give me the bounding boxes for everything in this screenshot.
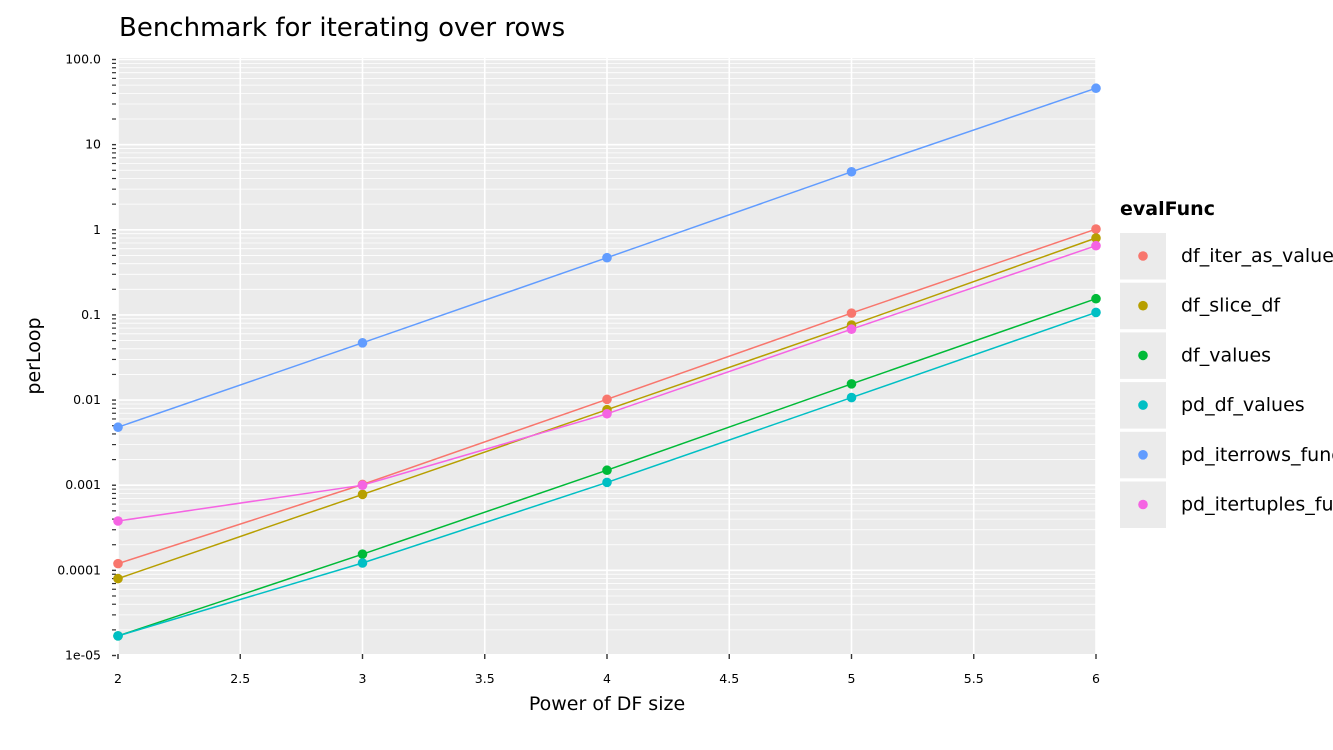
data-point-pd_itertuples_func (602, 408, 612, 419)
data-point-pd_itertuples_func (1091, 240, 1101, 251)
data-point-df_slice_df (113, 573, 123, 584)
data-point-pd_iterrows_func (113, 422, 123, 433)
y-tick-label: 0.01 (73, 392, 101, 407)
legend-label: df_slice_df (1181, 295, 1281, 317)
data-point-df_iter_as_values (1091, 224, 1101, 234)
chart-title: Benchmark for iterating over rows (119, 13, 565, 43)
y-axis-title: perLoop (23, 317, 45, 394)
data-point-df_iter_as_values (846, 308, 857, 318)
y-axis-ticks: 1e-05 0.0001 0.001 0.01 0.1 1 10 100.0 (57, 52, 116, 663)
y-tick-label: 1 (93, 222, 101, 237)
data-point-pd_iterrows_func (602, 252, 612, 263)
data-point-pd_df_values (1091, 307, 1101, 318)
data-point-pd_itertuples_func (113, 516, 123, 526)
x-tick-label: 3 (359, 671, 367, 686)
legend: evalFunc df_iter_as_values df_slice_df df_… (1120, 198, 1333, 528)
y-tick-label: 0.0001 (57, 562, 101, 577)
x-tick-label: 4.5 (719, 671, 739, 686)
data-point-pd_itertuples_func (357, 480, 368, 491)
data-point-df_values (846, 379, 857, 389)
x-axis-ticks: 2 2.5 3 3.5 4 4.5 5 5.5 6 (114, 654, 1100, 686)
legend-label: df_iter_as_values (1181, 245, 1333, 267)
data-point-df_values (602, 465, 612, 476)
x-tick-label: 6 (1092, 671, 1100, 686)
x-tick-label: 2 (114, 671, 122, 686)
data-point-pd_iterrows_func (357, 338, 368, 348)
data-point-df_slice_df (1091, 233, 1101, 243)
legend-swatch-df_iter_as_values (1138, 251, 1148, 261)
x-tick-label: 3.5 (475, 671, 495, 686)
y-tick-label: 1e-05 (65, 648, 101, 663)
data-point-pd_iterrows_func (1091, 83, 1101, 94)
data-point-pd_iterrows_func (846, 166, 857, 177)
legend-label: pd_iterrows_func (1181, 444, 1333, 466)
data-point-pd_df_values (357, 558, 368, 568)
data-point-df_iter_as_values (602, 394, 612, 405)
legend-swatch-pd_iterrows_func (1138, 450, 1148, 460)
series-points (113, 83, 1101, 641)
data-point-pd_itertuples_func (846, 324, 857, 334)
legend-swatch-pd_itertuples_func (1138, 499, 1148, 510)
legend-title: evalFunc (1120, 198, 1215, 220)
data-point-df_slice_df (357, 489, 368, 500)
x-axis-title: Power of DF size (529, 693, 685, 715)
legend-label: pd_df_values (1181, 394, 1305, 416)
legend-swatch-df_slice_df (1138, 300, 1148, 311)
data-point-df_values (1091, 293, 1101, 304)
data-point-df_iter_as_values (113, 558, 123, 569)
data-point-df_values (357, 549, 368, 559)
x-tick-label: 5 (848, 671, 856, 686)
data-point-pd_df_values (846, 392, 857, 403)
y-tick-label: 0.001 (65, 477, 101, 492)
y-tick-label: 100.0 (65, 52, 101, 67)
data-point-pd_df_values (113, 631, 123, 641)
legend-swatch-pd_df_values (1138, 400, 1148, 410)
data-point-pd_df_values (602, 477, 612, 488)
legend-label: df_values (1181, 344, 1271, 366)
y-tick-label: 10 (85, 137, 101, 152)
x-tick-label: 4 (603, 671, 611, 686)
legend-label: pd_itertuples_func (1181, 494, 1333, 516)
y-tick-label: 0.1 (81, 307, 101, 322)
x-tick-label: 2.5 (230, 671, 250, 686)
legend-swatch-df_values (1138, 350, 1148, 361)
major-gridlines (117, 58, 1097, 657)
x-tick-label: 5.5 (964, 671, 984, 686)
